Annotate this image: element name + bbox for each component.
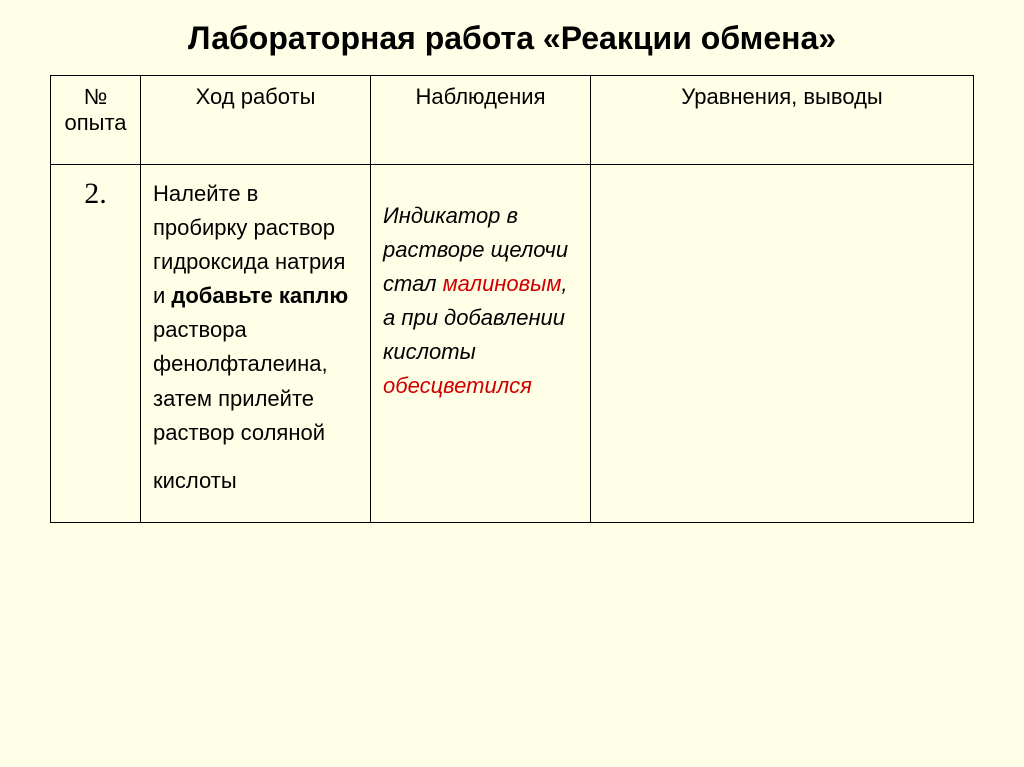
experiment-number: 2. bbox=[51, 165, 141, 523]
procedure-text-4: кислоты bbox=[153, 468, 237, 493]
col-header-observations: Наблюдения bbox=[371, 76, 591, 165]
observation-cell: Индикатор в растворе щелочи стал малинов… bbox=[371, 165, 591, 523]
page-title: Лабораторная работа «Реакции обмена» bbox=[50, 20, 974, 57]
equation-cell bbox=[591, 165, 974, 523]
procedure-cell: Налейте в пробирку раствор гидроксида на… bbox=[141, 165, 371, 523]
table-header-row: № опыта Ход работы Наблюдения Уравнения,… bbox=[51, 76, 974, 165]
observation-emphasis-2: обесцветился bbox=[383, 373, 532, 398]
procedure-text-bold: добавьте каплю bbox=[171, 283, 348, 308]
procedure-text-3: раствора фенолфталеина, затем прилейте р… bbox=[153, 317, 328, 444]
col-header-number: № опыта bbox=[51, 76, 141, 165]
col-header-equations: Уравнения, выводы bbox=[591, 76, 974, 165]
lab-table: № опыта Ход работы Наблюдения Уравнения,… bbox=[50, 75, 974, 523]
col-header-procedure: Ход работы bbox=[141, 76, 371, 165]
spacer bbox=[153, 450, 358, 464]
observation-emphasis-1: малиновым bbox=[443, 271, 562, 296]
table-row: 2. Налейте в пробирку раствор гидроксида… bbox=[51, 165, 974, 523]
